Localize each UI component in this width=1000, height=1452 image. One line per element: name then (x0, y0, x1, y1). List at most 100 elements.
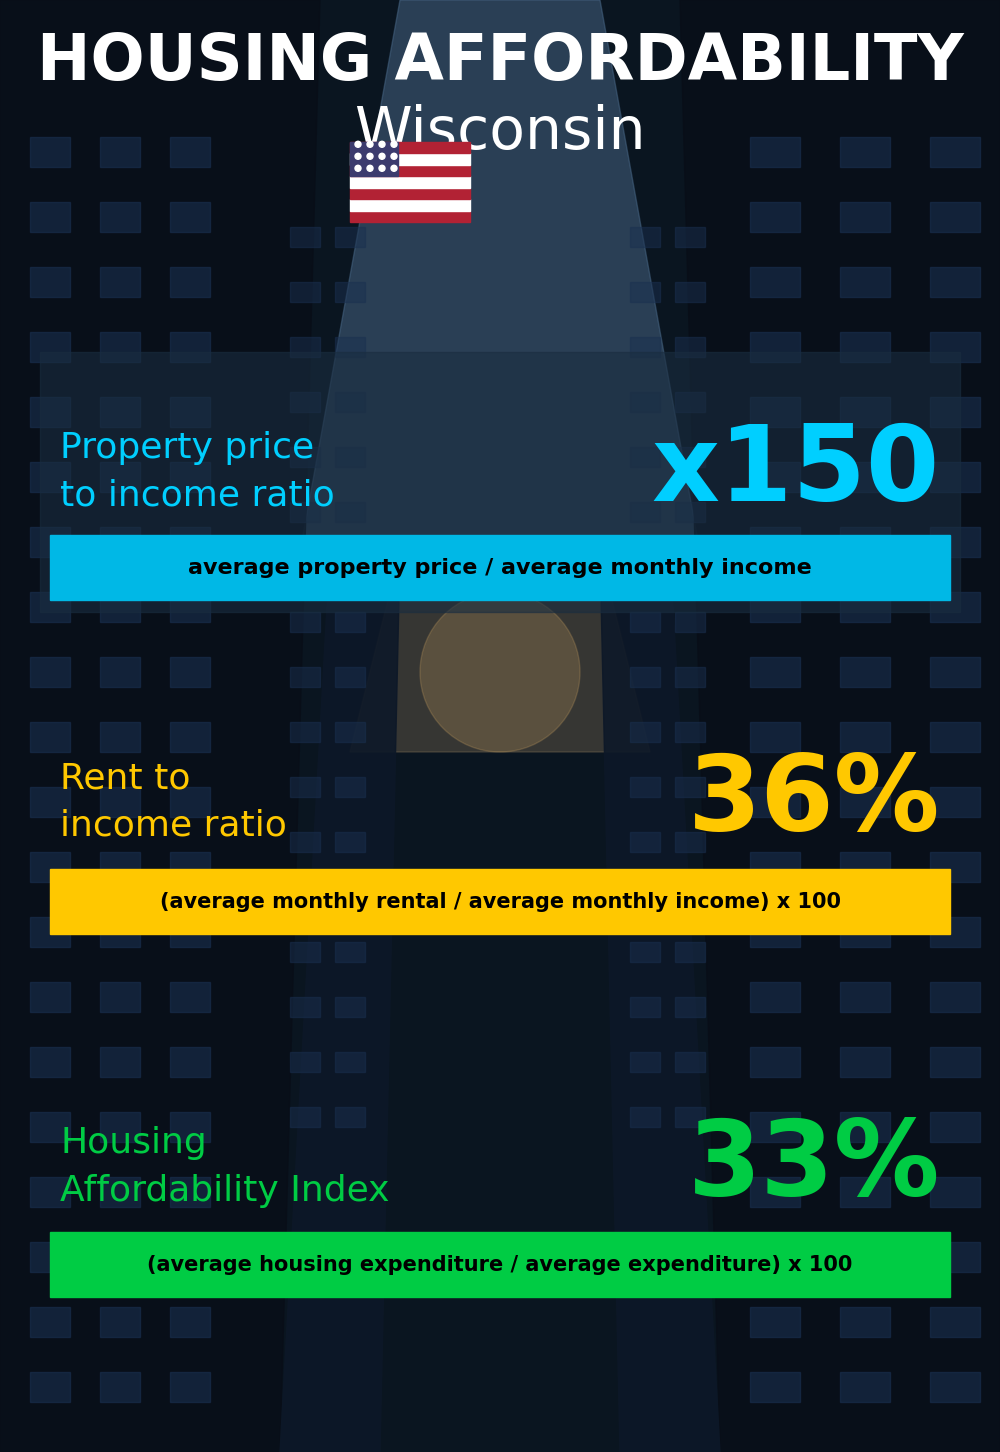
Circle shape (379, 166, 385, 171)
Bar (335, 447, 365, 468)
Bar (290, 887, 320, 908)
Polygon shape (350, 552, 650, 752)
Bar (675, 1106, 705, 1127)
Bar (30, 982, 70, 1012)
Text: Property price
to income ratio: Property price to income ratio (60, 431, 335, 513)
Bar (630, 1106, 660, 1127)
Bar (675, 1053, 705, 1072)
Bar (30, 267, 70, 298)
Bar (675, 887, 705, 908)
Bar (840, 136, 890, 167)
Text: average property price / average monthly income: average property price / average monthly… (188, 558, 812, 578)
Bar (100, 267, 140, 298)
Bar (675, 337, 705, 357)
Bar (675, 227, 705, 247)
Bar (335, 502, 365, 523)
Bar (30, 1241, 70, 1272)
Bar (930, 396, 980, 427)
Bar (930, 1178, 980, 1207)
Bar (30, 1047, 70, 1077)
Bar (335, 611, 365, 632)
Bar (750, 1372, 800, 1403)
Bar (930, 1112, 980, 1143)
Bar (170, 202, 210, 232)
Bar (630, 282, 660, 302)
Bar (675, 611, 705, 632)
Polygon shape (280, 552, 400, 1452)
Bar (750, 787, 800, 817)
Circle shape (367, 141, 373, 147)
Bar (335, 777, 365, 797)
Circle shape (379, 154, 385, 160)
Bar (630, 227, 660, 247)
Polygon shape (300, 0, 700, 552)
Bar (290, 666, 320, 687)
Bar (170, 136, 210, 167)
Bar (335, 337, 365, 357)
Bar (100, 396, 140, 427)
Circle shape (391, 166, 397, 171)
Bar (170, 1047, 210, 1077)
Bar (30, 136, 70, 167)
Bar (335, 722, 365, 742)
Bar (630, 777, 660, 797)
Text: 33%: 33% (688, 1117, 940, 1218)
Bar (675, 722, 705, 742)
Bar (840, 202, 890, 232)
Bar (750, 527, 800, 558)
Bar (750, 136, 800, 167)
Bar (290, 447, 320, 468)
Bar (630, 998, 660, 1016)
Polygon shape (680, 0, 1000, 1452)
Bar (675, 502, 705, 523)
Bar (840, 333, 890, 362)
Circle shape (355, 166, 361, 171)
Bar (630, 392, 660, 412)
Bar (170, 656, 210, 687)
Bar (100, 1112, 140, 1143)
Bar (290, 777, 320, 797)
Text: (average housing expenditure / average expenditure) x 100: (average housing expenditure / average e… (147, 1255, 853, 1275)
Bar (675, 666, 705, 687)
Bar (335, 832, 365, 852)
Bar (100, 852, 140, 881)
Bar (170, 1307, 210, 1337)
Bar (750, 1178, 800, 1207)
Bar (840, 1112, 890, 1143)
Bar (930, 136, 980, 167)
Bar (290, 832, 320, 852)
Text: Wisconsin: Wisconsin (354, 103, 646, 161)
Bar (170, 462, 210, 492)
Circle shape (355, 154, 361, 160)
Bar (840, 1047, 890, 1077)
Bar (630, 722, 660, 742)
Bar (290, 282, 320, 302)
Bar (630, 942, 660, 963)
Bar (290, 337, 320, 357)
Circle shape (379, 141, 385, 147)
Bar (840, 1178, 890, 1207)
Bar (290, 502, 320, 523)
Bar (840, 787, 890, 817)
Bar (170, 722, 210, 752)
Bar (630, 558, 660, 576)
Bar (630, 447, 660, 468)
Bar (170, 1178, 210, 1207)
Bar (335, 887, 365, 908)
Bar (350, 211, 470, 222)
Bar (930, 852, 980, 881)
Bar (100, 136, 140, 167)
Bar (840, 592, 890, 621)
Bar (750, 918, 800, 947)
Circle shape (391, 154, 397, 160)
Bar (170, 1372, 210, 1403)
Circle shape (367, 154, 373, 160)
Bar (840, 918, 890, 947)
Bar (30, 656, 70, 687)
Bar (170, 852, 210, 881)
Bar (335, 558, 365, 576)
Bar (290, 998, 320, 1016)
Bar (930, 1241, 980, 1272)
Bar (750, 1241, 800, 1272)
Bar (750, 462, 800, 492)
